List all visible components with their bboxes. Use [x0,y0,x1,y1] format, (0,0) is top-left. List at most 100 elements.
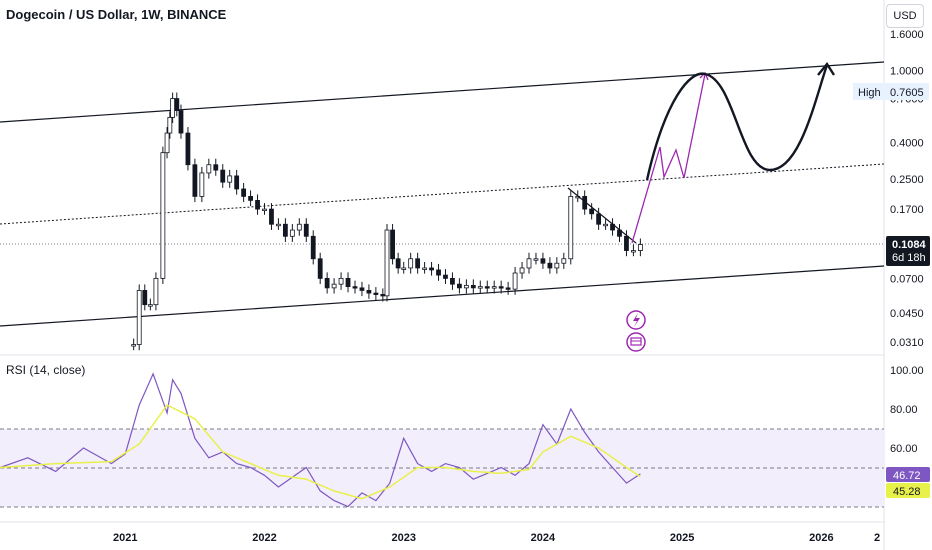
price-candle [380,294,386,297]
price-candle [164,132,170,154]
rsi-indicator-title[interactable]: RSI (14, close) [6,363,86,377]
price-candle [160,152,166,279]
time-tick-label: 2 [874,532,880,544]
price-candle [234,175,240,190]
price-candle [547,262,553,269]
price-candle [178,110,184,134]
price-candle [153,277,159,306]
price-candle [206,164,212,174]
price-candle [142,290,148,306]
time-tick-label: 2023 [391,532,415,544]
price-tick-label: 1.0000 [890,66,924,78]
price-tick-label: 0.0450 [890,308,924,320]
countdown-value: 6d 18h [892,252,926,264]
rsi-tick-label: 80.00 [890,404,918,416]
rsi-tick-label: 100.00 [890,365,924,377]
time-tick-label: 2026 [809,532,833,544]
price-candle [596,213,602,225]
price-candle [450,277,455,285]
price-candle [526,258,532,269]
rsi-line [0,372,641,508]
price-candle [174,98,180,112]
price-candle [603,223,608,227]
price-candle [373,292,379,295]
price-candle [255,200,260,210]
price-candle [310,235,316,260]
price-candle [262,208,267,211]
price-candle [637,244,643,251]
projection-path [631,73,706,244]
price-candle [366,290,372,294]
time-tick-label: 2022 [252,532,276,544]
price-candle [167,116,173,134]
high-value: 0.7605 [890,87,924,99]
time-tick-label: 2021 [113,532,137,544]
price-candle [220,169,226,183]
price-tick-label: 0.0310 [890,337,924,349]
earnings-icon[interactable] [626,332,646,352]
price-candle [136,290,142,345]
lightning-icon[interactable] [626,310,646,330]
time-tick-label: 2025 [670,532,694,544]
price-candle [276,223,281,227]
rsi-series [0,372,641,508]
price-candle [589,208,595,215]
price-candle [317,258,323,279]
rsi-tick-label: 60.00 [890,443,918,455]
price-candle [443,274,448,279]
price-candle [624,235,629,251]
price-candle [401,267,407,270]
price-candle [533,258,539,261]
price-candle [463,284,469,289]
price-candle [303,223,309,237]
price-candle [561,258,567,264]
descending-trendline [567,187,637,244]
time-tick-label: 2024 [531,532,556,544]
rsi-value-badge [886,467,930,482]
price-candle [436,269,441,276]
price-candle [477,286,483,289]
price-candle [384,229,390,297]
price-candle [540,258,546,264]
price-tick-label: 0.1700 [890,204,924,216]
price-candle [498,286,504,289]
price-tick-label: 1.6000 [890,29,924,41]
rsi-ma-badge [886,483,930,498]
price-candle [248,195,253,201]
high-badge-bg [853,83,929,100]
price-candle [484,286,490,289]
time-axis: 2021 2022 2023 2024 2025 2026 2 [113,532,880,544]
price-candle [359,287,365,291]
chart-title: Dogecoin / US Dollar, 1W, BINANCE [6,7,227,22]
price-candle [227,175,233,183]
price-candle [185,132,191,166]
last-price-value: 0.1084 [892,239,927,251]
price-tick-label: 0.0700 [890,273,924,285]
high-label: High [858,87,881,99]
price-candle [554,262,560,269]
last-price-badge [886,236,930,266]
price-candle [429,267,434,271]
price-tick-label: 0.4000 [890,137,924,149]
price-axis: 1.60001.00000.70000.40000.25000.17000.07… [890,29,924,349]
price-tick-label: 0.2500 [890,174,924,186]
price-candle [470,284,476,289]
rsi-ma-value: 45.28 [893,486,921,498]
price-candle [457,283,462,289]
price-candle [519,267,525,274]
price-candle [131,344,137,347]
price-candle [192,164,198,197]
channel-mid-line [0,163,885,225]
price-candle [289,229,295,237]
currency-button[interactable]: USD [886,4,924,28]
price-candle [512,272,518,290]
rsi-value: 46.72 [893,470,921,482]
price-candle [282,223,288,237]
price-candle [170,98,176,118]
price-candle [568,195,574,260]
price-candle [415,258,421,269]
rsi-ma-line [0,404,641,500]
price-candle [390,229,395,260]
price-candle [213,164,219,171]
